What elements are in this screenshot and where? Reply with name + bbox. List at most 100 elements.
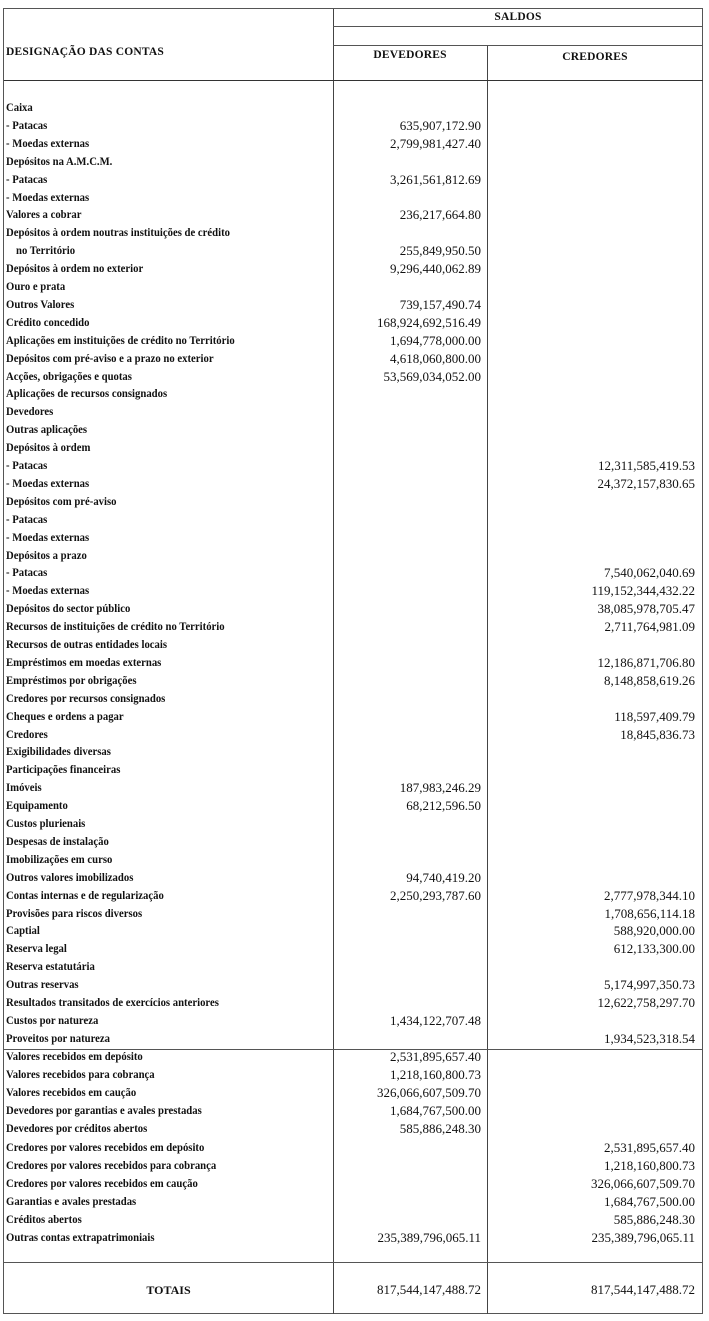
table-row: Exigibilidades diversas: [4, 743, 702, 761]
devedores-value: 187,983,246.29: [399, 780, 481, 796]
account-label: Outros Valores: [6, 298, 75, 311]
account-label: Resultados transitados de exercícios ant…: [6, 997, 219, 1009]
table-row: Caixa: [4, 99, 702, 117]
subheader-line: [333, 45, 703, 46]
table-row: Outros Valores 739,157,490.74: [4, 296, 702, 314]
account-label: Valores recebidos para cobrança: [6, 1069, 155, 1082]
account-label: Despesas de instalação: [6, 835, 109, 848]
totals-label: TOTAIS: [146, 1283, 191, 1297]
account-label: - Moedas externas: [6, 585, 90, 598]
account-label: Exigibilidades diversas: [6, 746, 111, 759]
table-row: Depósitos do sector público 38,085,978,70…: [4, 600, 702, 618]
account-label: - Moedas externas: [6, 477, 90, 490]
table-row: Crédito concedido 168,924,692,516.49: [4, 314, 702, 332]
table-row: Imobilizações em curso: [4, 851, 702, 869]
totals-devedores: 817,544,147,488.72: [377, 1282, 481, 1297]
account-label: Outros valores imobilizados: [6, 871, 134, 884]
devedores-value: 168,924,692,516.49: [377, 314, 481, 330]
credores-value: 612,133,300.00: [613, 941, 695, 957]
devedores-value: 3,261,561,812.69: [390, 171, 481, 187]
header-saldos: SALDOS: [494, 11, 542, 23]
account-label: Depósitos na A.M.C.M.: [6, 155, 113, 168]
devedores-value: 4,618,060,800.00: [390, 350, 481, 366]
account-label: Depósitos à ordem no exterior: [6, 263, 144, 276]
account-label: - Moedas externas: [6, 191, 90, 204]
account-label: Ouro e prata: [6, 281, 66, 293]
devedores-value: 53,569,034,052.00: [383, 368, 482, 384]
account-label: - Patacas: [6, 173, 48, 186]
account-label: Custos por natureza: [6, 1014, 99, 1027]
account-label: Depósitos com pré-aviso e a prazo no ext…: [6, 352, 214, 365]
account-label: Valores recebidos em depósito: [6, 1051, 143, 1063]
credores-value: 12,186,871,706.80: [597, 654, 696, 670]
table-row: Devedores por créditos abertos 585,886,24…: [4, 1120, 702, 1138]
account-label: Outras aplicações: [6, 424, 88, 437]
table-row: Custos por natureza 1,434,122,707.48: [4, 1012, 702, 1030]
account-label: Proveitos por natureza: [6, 1032, 110, 1045]
account-label: - Moedas externas: [6, 137, 90, 150]
account-label: Reserva estatutária: [6, 961, 95, 974]
column-divider-accounts: [333, 9, 334, 1314]
credores-value: 1,218,160,800.73: [604, 1157, 695, 1173]
credores-value: 1,684,767,500.00: [604, 1193, 695, 1209]
account-label: - Moedas externas: [6, 531, 90, 544]
account-label: Captial: [6, 925, 40, 938]
account-label: - Patacas: [6, 119, 48, 132]
table-row: - Patacas 7,540,062,040.69: [4, 564, 702, 582]
header-account-designation: DESIGNAÇÃO DAS CONTAS: [6, 46, 164, 58]
devedores-value: 94,740,419.20: [406, 869, 481, 885]
account-label: Valores a cobrar: [6, 209, 82, 222]
table-row: - Moedas externas 2,799,981,427.40: [4, 135, 702, 153]
table-row: Credores por valores recebidos para cobr…: [4, 1157, 702, 1175]
credores-value: 12,622,758,297.70: [597, 995, 696, 1010]
table-row: Credores por valores recebidos em caução…: [4, 1175, 702, 1193]
account-label: Credores por valores recebidos em caução: [6, 1177, 198, 1190]
devedores-value: 255,849,950.50: [399, 243, 481, 259]
table-row: - Moedas externas 119,152,344,432.22: [4, 582, 702, 600]
table-row: Proveitos por natureza 1,934,523,318.54: [4, 1030, 702, 1048]
credores-value: 585,886,248.30: [613, 1211, 695, 1227]
table-row: Outras reservas 5,174,997,350.73: [4, 976, 702, 994]
table-row: Depósitos com pré-aviso: [4, 493, 702, 511]
table-row: Resultados transitados de exercícios ant…: [4, 994, 702, 1012]
credores-value: 1,708,656,114.18: [604, 905, 695, 921]
account-label: Valores recebidos em caução: [6, 1087, 137, 1100]
devedores-value: 326,066,607,509.70: [377, 1085, 481, 1101]
account-label: Créditos abertos: [6, 1213, 82, 1226]
devedores-value: 1,434,122,707.48: [390, 1012, 481, 1028]
account-label: Custos plurienais: [6, 818, 86, 830]
credores-value: 118,597,409.79: [614, 708, 695, 724]
account-label: Outras contas extrapatrimoniais: [6, 1232, 155, 1244]
credores-value: 2,531,895,657.40: [604, 1139, 695, 1155]
table-row: Valores a cobrar 236,217,664.80: [4, 206, 702, 224]
table-row: Equipamento 68,212,596.50: [4, 797, 702, 815]
devedores-value: 68,212,596.50: [406, 798, 481, 814]
account-label: Caixa: [6, 102, 33, 114]
credores-value: 1,934,523,318.54: [604, 1030, 695, 1046]
account-label: no Território: [16, 245, 76, 258]
credores-value: 235,389,796,065.11: [591, 1230, 695, 1245]
devedores-value: 1,218,160,800.73: [390, 1067, 481, 1083]
credores-value: 119,152,344,432.22: [591, 583, 695, 599]
table-row: - Patacas 3,261,561,812.69: [4, 171, 702, 189]
table-row: Despesas de instalação: [4, 833, 702, 851]
table-row: Outros valores imobilizados 94,740,419.20: [4, 869, 702, 887]
table-row: Contas internas e de regularização 2,250,…: [4, 887, 702, 905]
account-label: Credores por recursos consignados: [6, 692, 166, 705]
table-row: Credores 18,845,836.73: [4, 726, 702, 744]
account-label: Cheques e ordens a pagar: [6, 710, 124, 723]
table-row: Credores por valores recebidos em depósi…: [4, 1139, 702, 1157]
credores-value: 24,372,157,830.65: [597, 475, 696, 491]
header-devedores: DEVEDORES: [373, 49, 447, 61]
saldos-underline: [333, 26, 703, 27]
table-row: Acções, obrigações e quotas 53,569,034,05…: [4, 368, 702, 386]
credores-value: 5,174,997,350.73: [604, 977, 695, 993]
devedores-value: 1,694,778,000.00: [390, 332, 481, 348]
devedores-value: 235,389,796,065.11: [377, 1230, 481, 1245]
table-row: Devedores: [4, 403, 702, 421]
table-row: Recursos de instituições de crédito no T…: [4, 618, 702, 636]
table-row: Custos plurienais: [4, 815, 702, 833]
table-row: - Moedas externas: [4, 529, 702, 547]
account-label: Imóveis: [6, 782, 42, 795]
table-row: - Moedas externas: [4, 189, 702, 207]
